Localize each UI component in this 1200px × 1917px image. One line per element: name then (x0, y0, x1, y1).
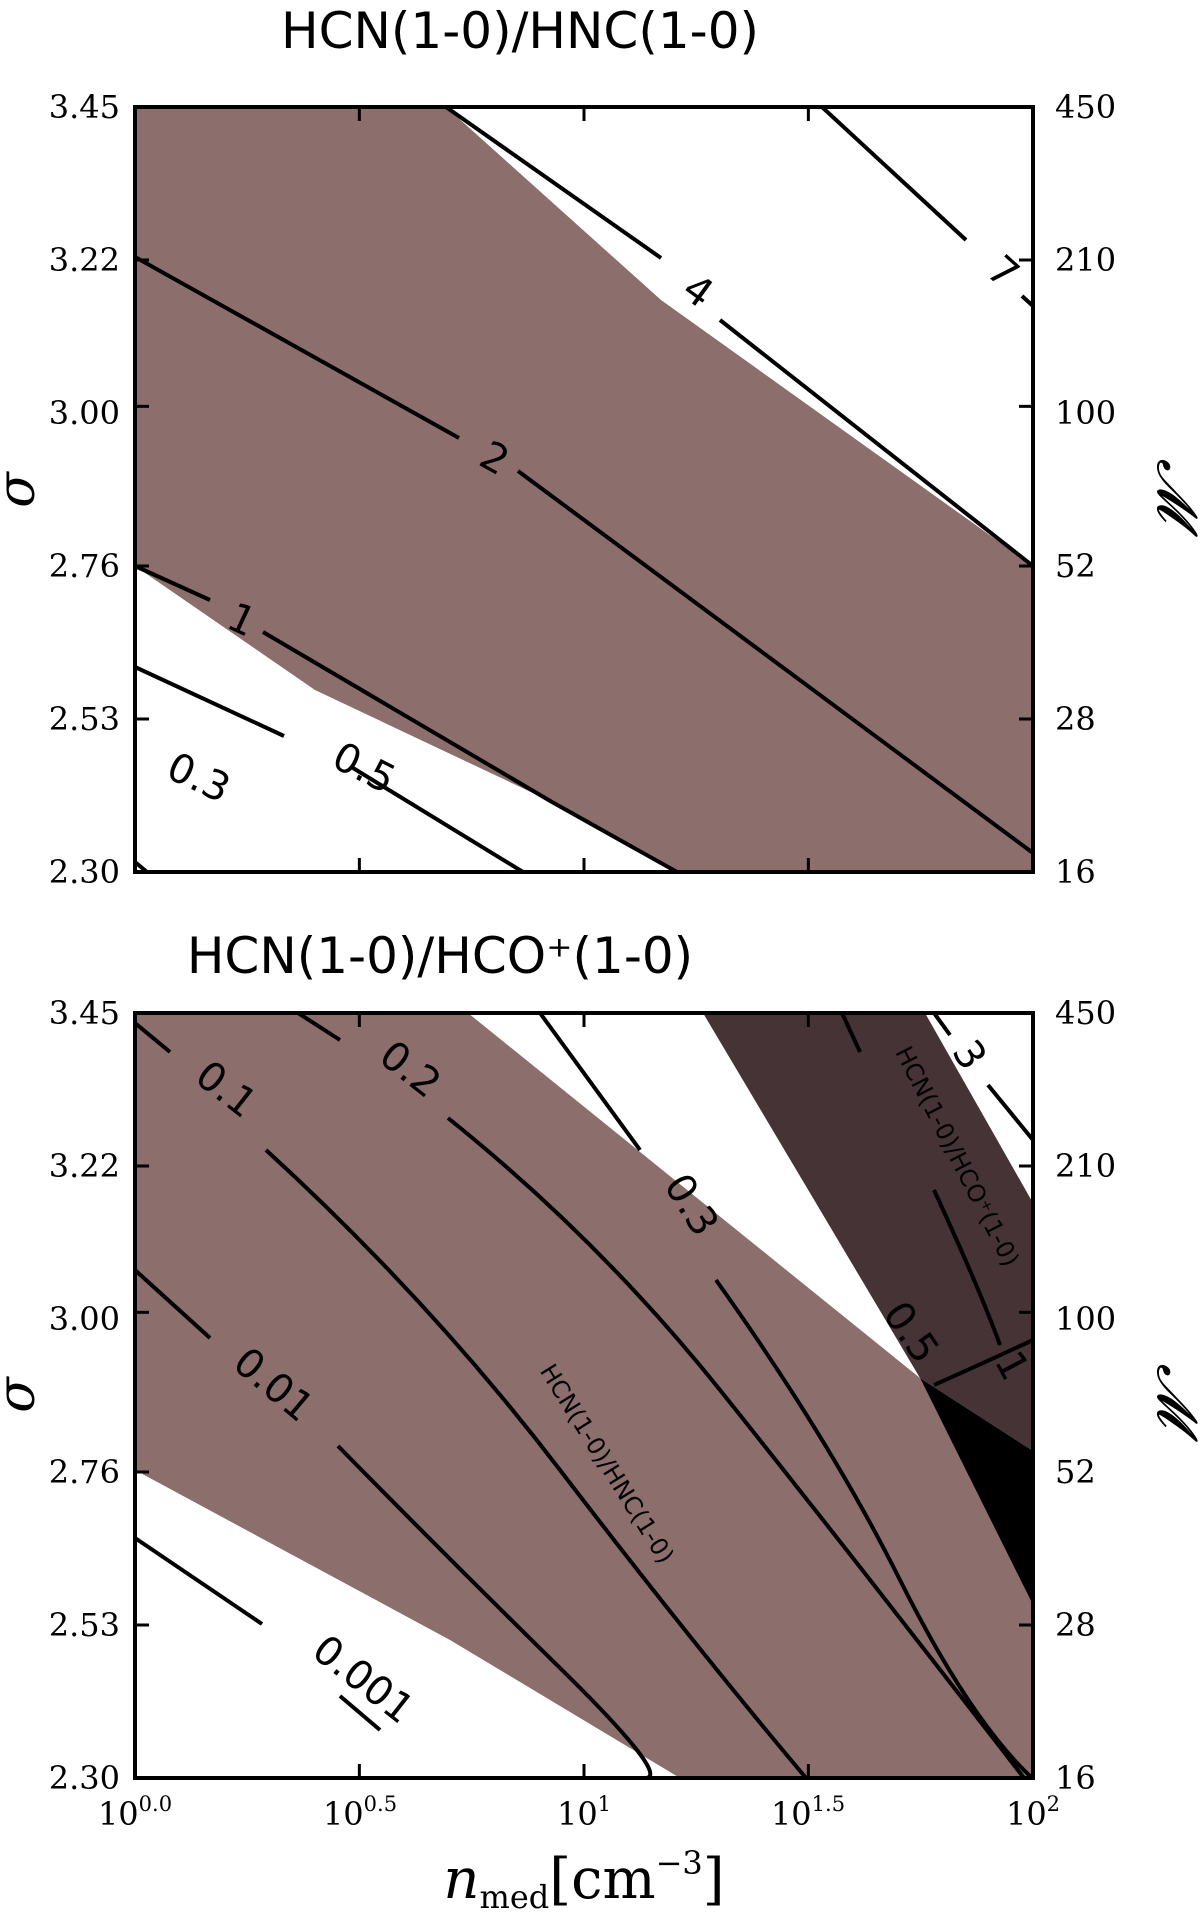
x-tick-exp: 2 (1047, 1792, 1060, 1816)
bottom-y-tick-labels: 2.30 2.53 2.76 3.00 3.22 3.45 (49, 994, 120, 1797)
bottom-y2-tick-label: 210 (1055, 1147, 1116, 1185)
bottom-y-tick-label: 3.45 (49, 994, 120, 1032)
bottom-contour-0.2 (296, 1013, 342, 1042)
bottom-y-tick-label: 2.76 (49, 1453, 120, 1491)
top-contour-0.5 (135, 665, 285, 738)
top-y-tick-label: 3.22 (49, 241, 120, 279)
bottom-contour-0.2 (446, 1116, 1026, 1778)
bottom-shaded-region-hnc (135, 1013, 1033, 1778)
top-contour-label-7: 7 (978, 247, 1028, 298)
x-tick-label-0: 100.0 (98, 1792, 172, 1833)
bottom-y2-tick-label: 28 (1055, 1606, 1096, 1644)
bottom-contour-3 (986, 1083, 1033, 1142)
bottom-y2-tick-label: 52 (1055, 1453, 1096, 1491)
bottom-contour-0.001 (135, 1536, 264, 1626)
top-y2-tick-label: 52 (1055, 547, 1096, 585)
bottom-contour-0.5 (933, 1338, 1033, 1387)
bottom-shaded-region-hco (703, 1013, 1033, 1451)
x-axis-label-close: ] (703, 1847, 725, 1912)
x-tick-label-4: 102 (1006, 1792, 1060, 1833)
bottom-y-tick-label: 2.30 (49, 1759, 120, 1797)
top-y-tick-label: 3.00 (49, 394, 120, 432)
x-axis-label-exp: −3 (656, 1844, 703, 1882)
bottom-panel: HCN(1-0)/HCO⁺(1-0) 0.1 0.2 (0, 927, 1200, 1916)
bottom-contour-0.3 (714, 1278, 1033, 1778)
bottom-contour-0.1 (135, 1021, 172, 1054)
bottom-y2-axis-label: 𝓜 (1144, 1364, 1200, 1443)
top-y2-tick-labels: 16 28 52 100 210 450 (1055, 88, 1116, 891)
x-axis-label-sub: med (479, 1878, 549, 1916)
top-contour-2 (135, 255, 460, 440)
top-plot-area: 0.3 0.5 1 2 4 7 (135, 107, 1033, 872)
bottom-shaded-region-overlap (920, 1378, 1033, 1605)
x-tick-base: 10 (323, 1795, 364, 1833)
top-y-axis-label: σ (0, 471, 47, 508)
top-shaded-region (135, 107, 1033, 872)
top-contour-2 (516, 469, 1033, 855)
bottom-contour-1 (932, 1189, 1002, 1346)
top-contour-label-0.3: 0.3 (160, 744, 237, 813)
x-tick-exp: 1.5 (812, 1792, 845, 1816)
top-ticks (133, 105, 1035, 874)
top-y-tick-label: 3.45 (49, 88, 120, 126)
bottom-y-tick-label: 3.22 (49, 1147, 120, 1185)
top-contour-label-4: 4 (674, 265, 722, 317)
top-panel: HCN(1-0)/HNC(1-0) 0.3 0.5 1 2 4 7 2.3 (0, 2, 1200, 891)
x-axis-label-unit: [cm (549, 1847, 655, 1912)
x-tick-base: 10 (1006, 1795, 1047, 1833)
top-contour-1 (135, 564, 211, 602)
bottom-contour-0.01 (336, 1444, 653, 1778)
top-y-tick-labels: 2.30 2.53 2.76 3.00 3.22 3.45 (49, 88, 120, 891)
bottom-y2-tick-label: 16 (1055, 1759, 1096, 1797)
top-contour-4 (718, 318, 1033, 568)
bottom-contour-3 (932, 1013, 952, 1037)
top-y2-tick-label: 450 (1055, 88, 1116, 126)
x-axis-label-base: n (443, 1847, 479, 1912)
x-tick-label-2: 101 (557, 1792, 611, 1833)
bottom-y-axis-label: σ (0, 1376, 47, 1413)
top-contour-0.5 (351, 766, 525, 872)
top-y-tick-label: 2.76 (49, 547, 120, 585)
x-tick-base: 10 (98, 1795, 139, 1833)
bottom-contour-0.01 (135, 1268, 212, 1340)
bottom-x-tick-labels: 100.0 100.5 101 101.5 102 (98, 1792, 1060, 1833)
top-y2-tick-label: 28 (1055, 700, 1096, 738)
top-contour-7 (820, 107, 968, 242)
top-contour-4 (444, 107, 663, 260)
bottom-contour-0.1 (264, 1148, 808, 1778)
x-tick-base: 10 (557, 1795, 598, 1833)
top-y2-tick-label: 210 (1055, 241, 1116, 279)
bottom-y2-tick-label: 100 (1055, 1300, 1116, 1338)
x-tick-label-1: 100.5 (323, 1792, 397, 1833)
x-tick-base: 10 (771, 1795, 812, 1833)
bottom-y2-tick-label: 450 (1055, 994, 1116, 1032)
bottom-plot-area: 0.1 0.2 0.01 0.001 0.3 0.5 1 3 HCN(1-0)/… (135, 1013, 1033, 1778)
x-tick-exp: 0.5 (364, 1792, 397, 1816)
bottom-y2-tick-labels: 16 28 52 100 210 450 (1055, 994, 1116, 1797)
x-tick-exp: 0.0 (139, 1792, 172, 1816)
top-y2-axis-label: 𝓜 (1144, 459, 1200, 538)
top-y-tick-label: 2.30 (49, 853, 120, 891)
top-y2-tick-label: 16 (1055, 853, 1096, 891)
x-tick-label-3: 101.5 (771, 1792, 845, 1833)
bottom-ticks (133, 1011, 1035, 1780)
bottom-x-axis-label: nmed[cm−3] (443, 1844, 724, 1916)
top-y2-tick-label: 100 (1055, 394, 1116, 432)
bottom-contour-0.3 (538, 1013, 642, 1152)
x-tick-exp: 1 (598, 1792, 611, 1816)
bottom-contour-1 (840, 1013, 862, 1053)
top-contour-1 (261, 630, 678, 872)
bottom-panel-title: HCN(1-0)/HCO⁺(1-0) (187, 927, 693, 985)
top-panel-title: HCN(1-0)/HNC(1-0) (281, 2, 759, 60)
top-y-tick-label: 2.53 (49, 700, 120, 738)
bottom-contour-0.001 (338, 1694, 382, 1732)
bottom-y-tick-label: 2.53 (49, 1606, 120, 1644)
bottom-y-tick-label: 3.00 (49, 1300, 120, 1338)
